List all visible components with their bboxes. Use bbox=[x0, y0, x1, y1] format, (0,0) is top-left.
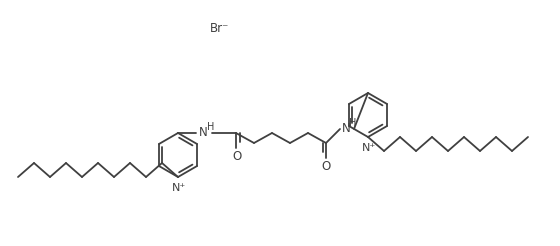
Text: H: H bbox=[207, 122, 214, 132]
Text: N: N bbox=[342, 123, 351, 136]
Text: Br⁻: Br⁻ bbox=[211, 21, 230, 34]
Text: N⁺: N⁺ bbox=[172, 183, 186, 193]
Text: N⁺: N⁺ bbox=[362, 143, 376, 153]
Text: H: H bbox=[349, 118, 357, 128]
Text: O: O bbox=[321, 160, 330, 173]
Text: N: N bbox=[199, 126, 207, 139]
Text: O: O bbox=[232, 151, 241, 164]
